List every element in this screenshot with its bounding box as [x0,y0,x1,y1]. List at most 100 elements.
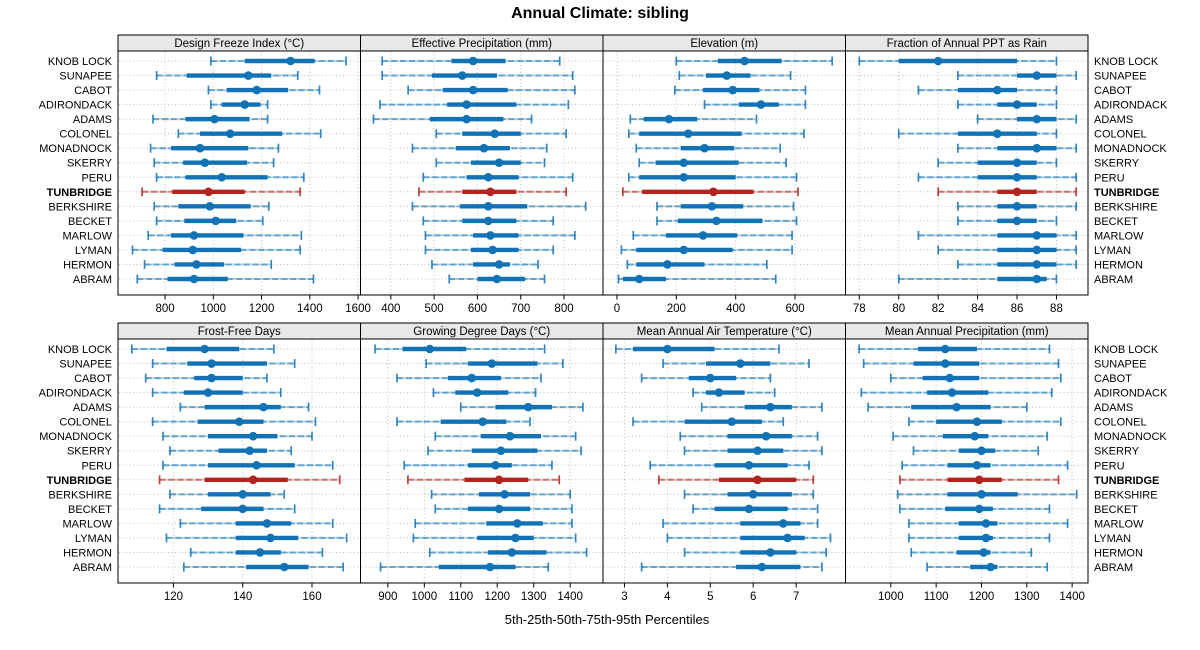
series-becket [155,216,264,226]
panel-strip-title: Mean Annual Air Temperature (°C) [637,326,812,338]
site-label-right: HERMON [1094,547,1143,559]
x-tick-label: 1300 [1014,591,1040,603]
series-abram [640,562,823,572]
series-knob-lock [210,56,347,66]
series-marlow [147,230,303,240]
series-lyman [937,245,1078,255]
median-dot [940,359,950,368]
median-dot [1032,260,1042,269]
series-hermon [957,259,1078,269]
median-dot [262,519,272,528]
median-dot [488,245,497,255]
site-label-left: ABRAM [73,274,112,286]
series-sunapee [957,71,1078,81]
median-dot [972,460,982,470]
series-hermon [189,547,324,557]
median-dot [207,359,216,368]
x-tick-label: 800 [554,303,573,315]
series-abram [379,562,550,572]
median-dot [1032,114,1042,124]
series-lyman [666,533,832,543]
series-tunbridge [158,475,341,485]
x-tick-label: 1200 [484,591,510,603]
site-label-left: LYMAN [75,533,112,545]
series-abram [897,274,1058,284]
site-label-right: BECKET [1094,216,1138,228]
median-dot [511,533,520,543]
series-tunbridge [622,187,799,197]
median-dot [494,504,504,514]
median-dot [663,344,672,354]
series-berkshire [411,201,587,211]
series-cabot [917,85,1058,95]
x-tick-label: 5 [707,591,713,603]
series-colonel [627,129,805,139]
x-tick-label: 1100 [924,591,949,603]
series-skerry [683,446,823,456]
series-skerry [153,158,275,168]
site-label-right: COLONEL [1094,129,1147,141]
x-tick-label: 600 [468,303,487,315]
median-dot [204,187,213,197]
median-dot [744,460,754,470]
site-label-left: BERKSHIRE [48,201,112,213]
series-peru [917,172,1078,182]
site-label-left: MONADNOCK [39,143,112,155]
median-dot [494,158,504,168]
panel-strip-title: Frost-Free Days [198,326,281,338]
x-tick-label: 3 [621,591,627,603]
series-berkshire [430,489,572,499]
site-label-right: LYMAN [1094,533,1131,545]
series-berkshire [656,201,795,211]
median-dot [753,446,762,456]
series-hermon [428,547,588,557]
x-tick-label: 140 [233,591,252,603]
site-label-left: BERKSHIRE [48,489,112,501]
series-berkshire [683,489,815,499]
x-tick-label: 1300 [521,591,547,603]
series-cabot [640,373,772,383]
series-marlow [662,518,819,528]
median-dot [248,431,258,441]
median-dot [500,490,509,499]
site-label-right: SUNAPEE [1094,359,1147,371]
series-adams [867,402,1028,412]
median-dot [238,490,248,499]
median-dot [1032,143,1042,153]
median-dot [700,143,709,153]
site-label-right: ADIRONDACK [1094,388,1168,400]
site-label-left: HERMON [63,547,112,559]
series-adams [976,114,1078,124]
x-tick-label: 700 [511,303,530,315]
median-dot [505,431,515,441]
site-label-left: MARLOW [63,230,113,242]
median-dot [457,71,467,80]
median-dot [778,519,788,528]
series-monadnock [411,143,548,153]
series-knob-lock [381,56,561,66]
x-tick-label: 80 [892,303,905,315]
panel-mean-annual-air-temperature-c-: Mean Annual Air Temperature (°C) 3 4 5 6 7 [602,322,846,603]
series-monadnock [162,431,313,441]
panel-effective-precipitation-mm-: Effective Precipitation (mm) 400 500 600 700… [360,34,604,315]
panel-strip-title: Elevation (m) [690,38,758,50]
series-cabot [889,373,1062,383]
site-label-right: BECKET [1094,504,1138,516]
series-cabot [673,85,807,95]
x-tick-label: 1000 [878,591,904,603]
site-label-left: SKERRY [67,446,113,458]
median-dot [712,216,721,226]
series-cabot [207,85,321,95]
median-dot [977,490,986,499]
site-label-right: PERU [1094,460,1125,472]
site-label-left: MARLOW [63,518,113,530]
panel-strip-title: Fraction of Annual PPT as Rain [887,38,1047,50]
series-knob-lock [131,344,275,354]
site-label-left: ADIRONDACK [39,388,113,400]
median-dot [634,274,644,284]
site-label-right: COLONEL [1094,417,1147,429]
site-label-left: SKERRY [67,158,113,170]
series-berkshire [957,201,1078,211]
median-dot [974,504,984,514]
